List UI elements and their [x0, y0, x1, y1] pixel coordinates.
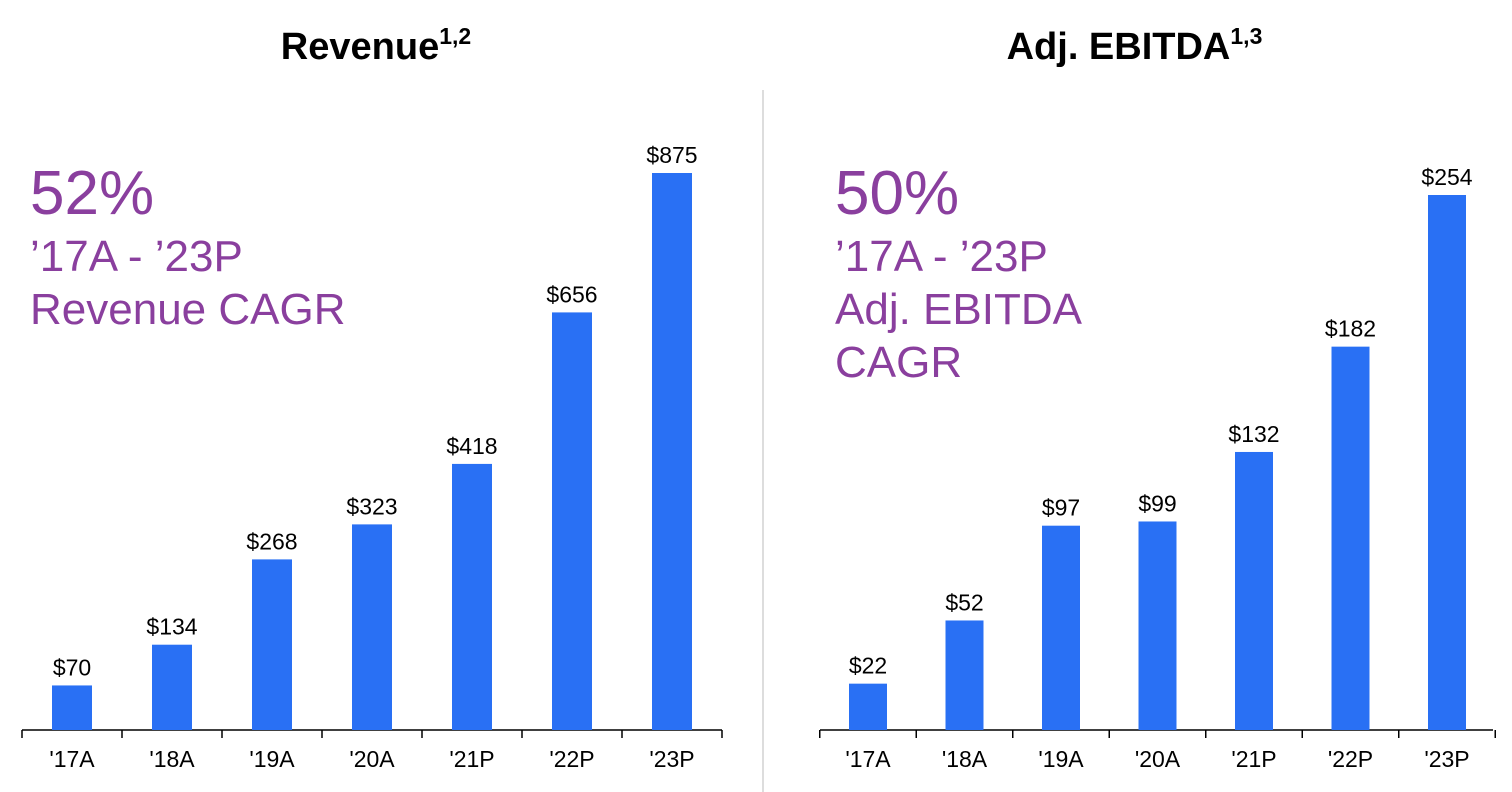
revenue-bar-value-label: $323 — [346, 493, 397, 519]
ebitda-category-label: '21P — [1231, 746, 1276, 772]
ebitda-bar — [1138, 521, 1177, 730]
revenue-bar-value-label: $70 — [53, 654, 91, 680]
revenue-bar — [252, 559, 292, 730]
ebitda-bar-value-label: $22 — [849, 653, 887, 679]
revenue-category-label: '19A — [249, 746, 295, 772]
ebitda-cagr-callout: 50% ’17A - ’23P Adj. EBITDA CAGR — [835, 158, 1082, 389]
ebitda-bar-value-label: $182 — [1325, 316, 1376, 342]
ebitda-bar — [849, 683, 887, 730]
ebitda-bar-value-label: $254 — [1421, 164, 1472, 190]
revenue-category-label: '22P — [549, 746, 594, 772]
revenue-category-label: '20A — [349, 746, 395, 772]
revenue-title-footnote: 1,2 — [439, 23, 472, 49]
revenue-cagr-percent: 52% — [30, 159, 155, 228]
revenue-bar-value-label: $875 — [646, 142, 697, 168]
revenue-category-label: '17A — [49, 746, 95, 772]
revenue-category-label: '21P — [449, 746, 494, 772]
revenue-title-text: Revenue — [280, 26, 440, 68]
ebitda-cagr-label-1: Adj. EBITDA — [835, 285, 1082, 334]
revenue-bar-value-label: $268 — [246, 528, 297, 554]
revenue-bar-value-label: $656 — [546, 281, 597, 307]
ebitda-bar — [945, 620, 984, 730]
ebitda-category-label: '18A — [942, 746, 988, 772]
ebitda-bar — [1235, 451, 1273, 730]
revenue-chart-title: Revenue1,2 — [0, 23, 756, 69]
ebitda-bar — [1428, 195, 1466, 730]
ebitda-category-label: '22P — [1328, 746, 1373, 772]
revenue-cagr-period: ’17A - ’23P — [30, 232, 243, 281]
ebitda-bar — [1331, 346, 1370, 730]
revenue-bar — [552, 312, 592, 730]
revenue-bar-value-label: $134 — [146, 614, 197, 640]
revenue-cagr-label: Revenue CAGR — [30, 285, 346, 334]
ebitda-title-text: Adj. EBITDA — [1006, 26, 1231, 68]
ebitda-panel: Adj. EBITDA1,3 50% ’17A - ’23P Adj. EBIT… — [765, 0, 1512, 792]
revenue-bar — [452, 463, 492, 730]
ebitda-title-footnote: 1,3 — [1230, 23, 1263, 49]
ebitda-chart-title: Adj. EBITDA1,3 — [761, 23, 1508, 69]
revenue-category-label: '18A — [149, 746, 195, 772]
revenue-bar — [352, 524, 392, 730]
panel-divider — [762, 90, 764, 792]
ebitda-category-label: '17A — [845, 746, 891, 772]
ebitda-category-label: '20A — [1135, 746, 1181, 772]
revenue-bar — [152, 644, 192, 730]
ebitda-cagr-period: ’17A - ’23P — [835, 232, 1048, 281]
ebitda-cagr-label-2: CAGR — [835, 338, 963, 387]
revenue-bar-value-label: $418 — [446, 433, 497, 459]
ebitda-bar-value-label: $99 — [1138, 490, 1176, 516]
ebitda-category-label: '23P — [1424, 746, 1469, 772]
revenue-panel: Revenue1,2 52% ’17A - ’23P Revenue CAGR — [0, 23, 756, 336]
ebitda-category-label: '19A — [1038, 746, 1084, 772]
revenue-cagr-callout: 52% ’17A - ’23P Revenue CAGR — [30, 158, 345, 336]
ebitda-bar — [1042, 525, 1080, 730]
ebitda-cagr-percent: 50% — [835, 159, 960, 228]
ebitda-bar-value-label: $52 — [945, 589, 983, 615]
revenue-bar — [52, 685, 92, 730]
revenue-bar — [652, 173, 692, 730]
ebitda-bar-value-label: $132 — [1228, 421, 1279, 447]
revenue-category-label: '23P — [649, 746, 694, 772]
ebitda-bar-value-label: $97 — [1042, 495, 1080, 521]
